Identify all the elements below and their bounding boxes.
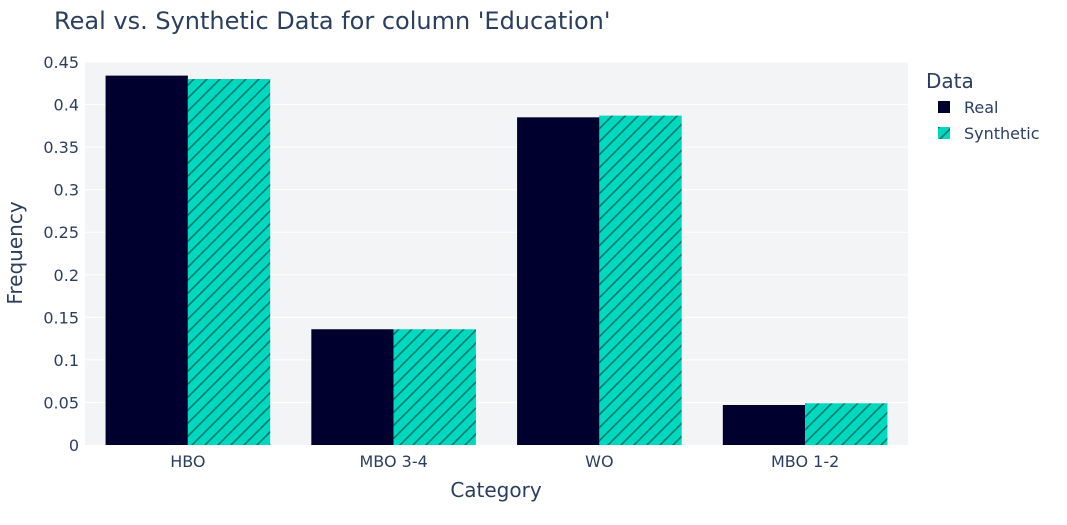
y-tick-label: 0 <box>69 436 79 455</box>
y-tick-label: 0.2 <box>54 266 79 285</box>
legend-title: Data <box>926 69 974 93</box>
x-axis-title: Category <box>450 478 542 502</box>
x-tick-label: HBO <box>170 452 205 471</box>
y-tick-label: 0.35 <box>43 138 79 157</box>
bar-real-wo[interactable] <box>517 117 600 446</box>
y-axis-ticks: 0 0.05 0.1 0.15 0.2 0.25 0.3 0.35 0.4 0.45 <box>43 53 79 455</box>
y-tick-label: 0.4 <box>54 96 79 115</box>
legend-label-real[interactable]: Real <box>964 98 999 117</box>
bars <box>105 75 888 446</box>
bar-synthetic-mbo-3-4[interactable] <box>393 329 476 445</box>
legend-swatch-real[interactable] <box>938 101 950 113</box>
bar-real-hbo[interactable] <box>105 75 188 446</box>
y-tick-label: 0.05 <box>43 393 79 412</box>
bar-real-mbo-3-4[interactable] <box>311 329 394 445</box>
legend-label-synthetic[interactable]: Synthetic <box>964 124 1040 143</box>
y-tick-label: 0.1 <box>54 351 79 370</box>
legend-swatch-synthetic[interactable] <box>938 127 950 139</box>
x-tick-label: MBO 3-4 <box>359 452 427 471</box>
y-tick-label: 0.25 <box>43 223 79 242</box>
bar-synthetic-wo[interactable] <box>599 115 682 446</box>
y-tick-label: 0.3 <box>54 181 79 200</box>
x-tick-label: WO <box>585 452 613 471</box>
y-tick-label: 0.15 <box>43 308 79 327</box>
bar-real-mbo-1-2[interactable] <box>722 404 806 445</box>
y-tick-label: 0.45 <box>43 53 79 72</box>
x-tick-label: MBO 1-2 <box>771 452 839 471</box>
x-axis-ticks: HBO MBO 3-4 WO MBO 1-2 <box>170 452 839 471</box>
y-axis-title: Frequency <box>3 201 27 304</box>
legend[interactable]: Data Real Synthetic <box>926 69 1040 143</box>
bar-synthetic-mbo-1-2[interactable] <box>805 403 888 445</box>
chart-title: Real vs. Synthetic Data for column 'Educ… <box>54 7 611 35</box>
bar-synthetic-hbo[interactable] <box>187 79 271 446</box>
